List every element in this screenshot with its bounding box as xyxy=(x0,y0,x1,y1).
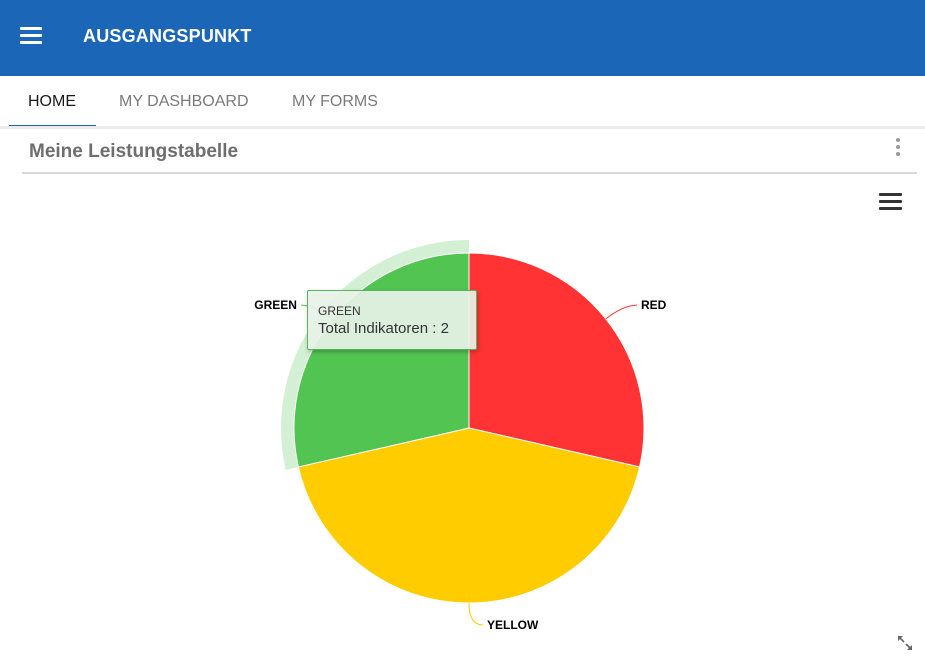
pie-label-red: RED xyxy=(641,298,667,312)
app-title: AUSGANGSPUNKT xyxy=(83,26,252,46)
pie-slice-red[interactable] xyxy=(468,252,645,468)
tooltip-series-name: Total Indikatoren xyxy=(318,320,429,337)
chart-menu-icon[interactable] xyxy=(879,193,902,211)
tab-divider xyxy=(0,126,925,129)
card-title: Meine Leistungstabelle xyxy=(29,141,239,162)
tooltip-point-name: GREEN xyxy=(318,304,361,318)
pie-connector-yellow xyxy=(468,602,484,626)
chart-tooltip: GREEN Total Indikatoren : 2 xyxy=(307,290,477,350)
pie-slice-yellow[interactable] xyxy=(297,427,641,604)
pie-connector-red xyxy=(605,304,638,320)
tab-my-forms[interactable]: MY FORMS xyxy=(292,93,378,110)
tab-home[interactable]: HOME xyxy=(28,93,76,110)
tooltip-value: 2 xyxy=(440,320,449,337)
tooltip-value-line: Total Indikatoren : 2 xyxy=(318,320,449,337)
tab-my-dashboard[interactable]: MY DASHBOARD xyxy=(119,93,249,110)
app-header: AUSGANGSPUNKT xyxy=(0,0,925,76)
pie-label-green: GREEN xyxy=(254,298,297,312)
hamburger-menu-icon[interactable] xyxy=(20,27,42,45)
kebab-menu-icon[interactable] xyxy=(893,138,903,158)
expand-icon[interactable] xyxy=(897,635,913,651)
card-divider xyxy=(22,172,917,174)
pie-label-yellow: YELLOW xyxy=(487,618,539,632)
